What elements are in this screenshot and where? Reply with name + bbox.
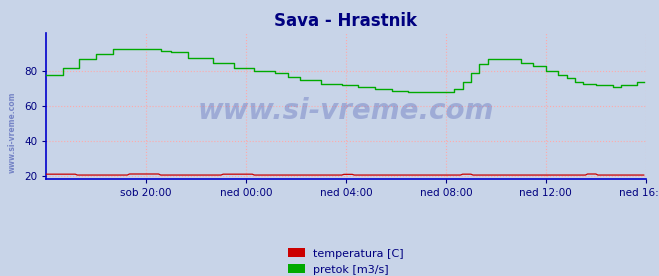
Legend: temperatura [C], pretok [m3/s]: temperatura [C], pretok [m3/s] (283, 244, 409, 276)
Title: Sava - Hrastnik: Sava - Hrastnik (275, 12, 417, 30)
Text: www.si-vreme.com: www.si-vreme.com (198, 97, 494, 125)
Text: www.si-vreme.com: www.si-vreme.com (7, 92, 16, 173)
